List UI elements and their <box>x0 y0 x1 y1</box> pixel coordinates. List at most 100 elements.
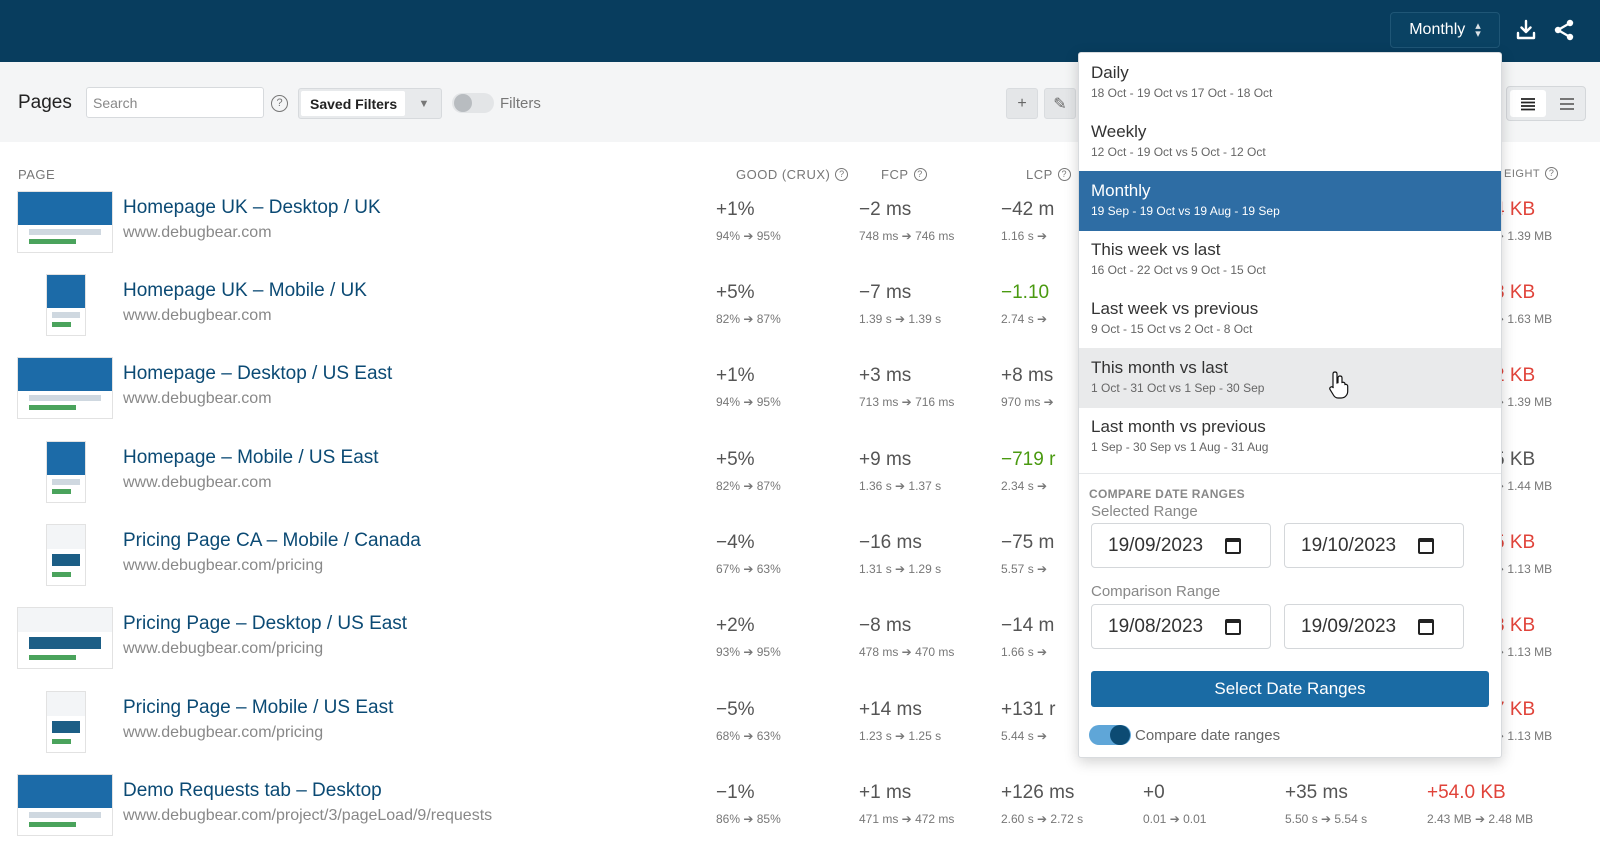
table-row[interactable]: Pricing Page – Desktop / US East www.debu… <box>0 607 1600 691</box>
plus-icon: + <box>1017 94 1027 112</box>
page-title-link[interactable]: Homepage UK – Desktop / UK <box>123 197 381 218</box>
share-icon[interactable] <box>1552 18 1576 42</box>
comparison-start-date-input[interactable]: 19/08/2023 <box>1091 604 1271 649</box>
calendar-icon[interactable] <box>1418 537 1435 554</box>
metric-lcp: −14 m 1.66 s ➔ <box>1001 615 1054 659</box>
page-title-link[interactable]: Pricing Page CA – Mobile / Canada <box>123 530 421 551</box>
column-header-fcp[interactable]: FCP? <box>881 167 927 182</box>
saved-filters-label: Saved Filters <box>301 91 405 116</box>
metric-values: 5.50 s ➔ 5.54 s <box>1285 812 1368 826</box>
edit-button[interactable]: ✎ <box>1044 88 1076 119</box>
column-header-label: EIGHT <box>1504 167 1541 180</box>
column-header-weight[interactable]: EIGHT? <box>1504 167 1559 180</box>
metric-lcp: +126 ms 2.60 s ➔ 2.72 s <box>1001 782 1083 826</box>
help-icon: ? <box>913 168 927 181</box>
page-thumbnail[interactable] <box>46 441 86 503</box>
period-option[interactable]: This month vs last 1 Oct - 31 Oct vs 1 Se… <box>1079 348 1501 408</box>
table-row[interactable]: Pricing Page – Mobile / US East www.debug… <box>0 691 1600 775</box>
saved-filters-select[interactable]: Saved Filters ▼ <box>298 88 442 119</box>
page-url: www.debugbear.com <box>123 474 272 491</box>
metric-values: 1.66 s ➔ <box>1001 645 1048 659</box>
period-select[interactable]: Monthly ▴ ▾ <box>1390 12 1500 48</box>
column-header-label: PAGE <box>18 167 56 182</box>
metric-change: +9 ms <box>859 449 912 470</box>
table-row[interactable]: Homepage UK – Desktop / UK www.debugbear.… <box>0 191 1600 275</box>
metric-crux: +2% 93% ➔ 95% <box>716 615 781 659</box>
metric-values: ➔ 1.44 MB <box>1494 479 1553 493</box>
metric-values: 2.43 MB ➔ 2.48 MB <box>1427 812 1534 826</box>
download-icon[interactable] <box>1514 18 1538 42</box>
metric-change: −4% <box>716 532 755 553</box>
option-label: Daily <box>1091 63 1129 82</box>
metric-crux: +1% 94% ➔ 95% <box>716 365 781 409</box>
search-input[interactable] <box>86 87 264 118</box>
page-thumbnail[interactable] <box>17 607 113 669</box>
add-button[interactable]: + <box>1006 88 1038 119</box>
date-value: 19/08/2023 <box>1108 615 1204 637</box>
period-option[interactable]: Monthly 19 Sep - 19 Oct vs 19 Aug - 19 Se… <box>1079 171 1501 231</box>
selected-start-date-input[interactable]: 19/09/2023 <box>1091 523 1271 568</box>
period-option[interactable]: Last week vs previous 9 Oct - 15 Oct vs 2… <box>1079 289 1501 349</box>
metric-values: 94% ➔ 95% <box>716 395 781 409</box>
page-title-link[interactable]: Pricing Page – Mobile / US East <box>123 697 394 718</box>
page-thumbnail[interactable] <box>17 774 113 836</box>
page-thumbnail[interactable] <box>17 191 113 253</box>
search-help-icon[interactable]: ? <box>271 95 288 112</box>
option-label: Weekly <box>1091 122 1147 141</box>
page-title-link[interactable]: Homepage – Desktop / US East <box>123 363 393 384</box>
metric-change: +5% <box>716 282 755 303</box>
page-url: www.debugbear.com/pricing <box>123 557 324 574</box>
view-list-button[interactable] <box>1549 87 1585 120</box>
column-header-page[interactable]: PAGE <box>18 167 55 182</box>
period-label: Monthly <box>1409 21 1466 38</box>
column-header-good-crux[interactable]: GOOD (CRUX)? <box>736 167 849 182</box>
metric-change: −16 ms <box>859 532 922 553</box>
table-row[interactable]: Pricing Page CA – Mobile / Canada www.deb… <box>0 524 1600 608</box>
period-option[interactable]: Last month vs previous 1 Sep - 30 Sep vs … <box>1079 407 1501 467</box>
metric-change: 7 KB <box>1494 699 1536 720</box>
calendar-icon[interactable] <box>1225 537 1242 554</box>
page-title-link[interactable]: Homepage UK – Mobile / UK <box>123 280 367 301</box>
option-date-range: 12 Oct - 19 Oct vs 5 Oct - 12 Oct <box>1091 145 1266 159</box>
table-row[interactable]: Demo Requests tab – Desktop www.debugbear… <box>0 774 1600 858</box>
page-title-link[interactable]: Pricing Page – Desktop / US East <box>123 613 408 634</box>
metric-crux: −5% 68% ➔ 63% <box>716 699 781 743</box>
filters-toggle[interactable] <box>452 93 494 113</box>
compare-date-ranges-toggle[interactable] <box>1089 725 1131 745</box>
table-row[interactable]: Homepage – Mobile / US East www.debugbear… <box>0 441 1600 525</box>
period-option[interactable]: Daily 18 Oct - 19 Oct vs 17 Oct - 18 Oct <box>1079 53 1501 113</box>
top-bar <box>0 0 1600 62</box>
selected-end-date-input[interactable]: 19/10/2023 <box>1284 523 1464 568</box>
metric-values: 82% ➔ 87% <box>716 479 781 493</box>
metric-fcp: −2 ms 748 ms ➔ 746 ms <box>859 199 954 243</box>
page-thumbnail[interactable] <box>46 524 86 586</box>
column-header-lcp[interactable]: LCP? <box>1026 167 1071 182</box>
table-row[interactable]: Homepage UK – Mobile / UK www.debugbear.c… <box>0 274 1600 358</box>
sort-chevrons-icon: ▴ ▾ <box>1475 20 1481 40</box>
metric-change: −5% <box>716 699 755 720</box>
page-title-link[interactable]: Demo Requests tab – Desktop <box>123 780 382 801</box>
metric-fcp: +9 ms 1.36 s ➔ 1.37 s <box>859 449 941 493</box>
page-title-link[interactable]: Homepage – Mobile / US East <box>123 447 379 468</box>
view-compact-button[interactable] <box>1510 90 1546 117</box>
metric-lcp: −42 m 1.16 s ➔ <box>1001 199 1054 243</box>
metric-change: +35 ms <box>1285 782 1348 803</box>
page-thumbnail[interactable] <box>46 274 86 336</box>
metric-values: 1.36 s ➔ 1.37 s <box>859 479 942 493</box>
metric-w: 3 KB ➔ 1.13 MB <box>1494 615 1552 659</box>
page-thumbnail[interactable] <box>17 357 113 419</box>
metric-values: 2.74 s ➔ <box>1001 312 1048 326</box>
column-header-label: LCP <box>1026 167 1053 182</box>
period-option[interactable]: This week vs last 16 Oct - 22 Oct vs 9 Oc… <box>1079 230 1501 290</box>
period-option[interactable]: Weekly 12 Oct - 19 Oct vs 5 Oct - 12 Oct <box>1079 112 1501 172</box>
page-thumbnail[interactable] <box>46 691 86 753</box>
calendar-icon[interactable] <box>1418 618 1435 635</box>
metric-values: ➔ 1.13 MB <box>1494 729 1553 743</box>
hand-cursor-icon <box>1329 371 1349 399</box>
calendar-icon[interactable] <box>1225 618 1242 635</box>
metric-lcp: +131 r 5.44 s ➔ <box>1001 699 1055 743</box>
select-date-ranges-button[interactable]: Select Date Ranges <box>1091 671 1489 707</box>
compare-date-ranges-label: Compare date ranges <box>1135 727 1281 744</box>
table-row[interactable]: Homepage – Desktop / US East www.debugbea… <box>0 357 1600 441</box>
comparison-end-date-input[interactable]: 19/09/2023 <box>1284 604 1464 649</box>
